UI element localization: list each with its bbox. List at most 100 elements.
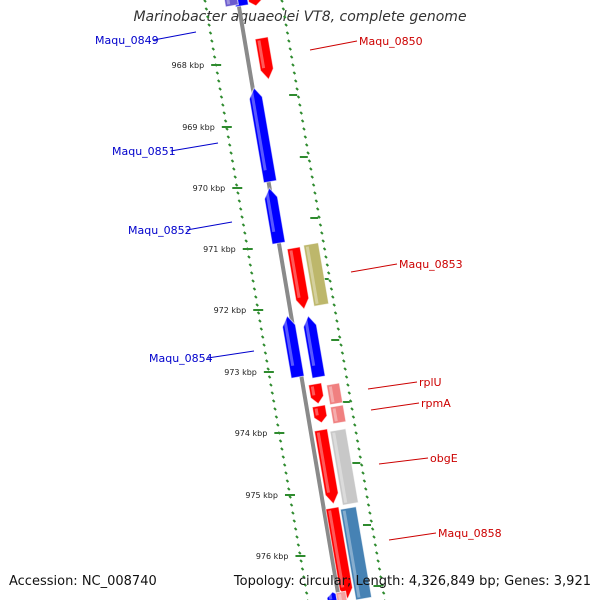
tick-dot-left (226, 135, 231, 139)
gene-labels: Maqu_0849 Maqu_0851 Maqu_0852 Maqu_0854 Maqu… (95, 31, 502, 541)
tick-dot-right (320, 231, 324, 235)
tick-dot-left (241, 223, 246, 227)
cog-block-bottom (335, 590, 349, 600)
tick-dot-left (221, 103, 225, 107)
cog-block-maqu-0858 (339, 506, 373, 600)
tick-dot-right (310, 175, 314, 179)
tick-dot-left (237, 199, 242, 203)
gene-label-forward[interactable]: Maqu_0858 (438, 527, 502, 540)
tick-label: 969 kbp (182, 123, 215, 132)
cog-block-rplu (325, 382, 344, 406)
gene-arrow-top[interactable] (246, 0, 263, 7)
tick-dot-left (273, 407, 277, 411)
tick-labels: 968 kbp 969 kbp 970 kbp 971 kbp 972 kbp 973 k… (172, 61, 289, 561)
tick-dot-left (282, 463, 287, 467)
tick-dot-left (285, 479, 290, 483)
tick-dot-right (298, 103, 302, 107)
tick-dot-left (212, 55, 217, 59)
gene-label-forward[interactable]: obgE (430, 452, 458, 465)
gene-label-reverse[interactable]: Maqu_0849 (95, 34, 159, 47)
gene-arrow-maqu-0852[interactable] (263, 187, 286, 245)
tick-dot-left (230, 159, 235, 163)
label-leader-line (153, 31, 197, 41)
tick-dot-left (267, 375, 272, 379)
gene-arrow-maqu-0854b[interactable] (302, 315, 326, 379)
tick-dot-right (317, 215, 321, 219)
label-leader-line (378, 457, 429, 465)
tick-dot-right (380, 583, 384, 587)
tick-dot-left (240, 215, 244, 219)
tick-dot-left (247, 255, 251, 259)
tick-dot-left (255, 303, 259, 307)
label-leader-line (370, 402, 420, 411)
tick-dot-right (359, 463, 364, 467)
tick-dot-right (331, 295, 335, 299)
tick-dot-right (281, 7, 286, 11)
tick-dot-left (288, 495, 292, 499)
cog-block-maqu-0853 (302, 242, 330, 307)
tick-dot-right (315, 207, 320, 211)
cog-features (222, 0, 373, 600)
tick-label: 973 kbp (224, 368, 257, 377)
tick-dot-left (229, 151, 233, 155)
gene-arrow-rplu[interactable] (307, 382, 325, 405)
gene-label-forward[interactable]: Maqu_0850 (359, 35, 423, 48)
tick-dot-left (300, 567, 305, 571)
tick-dot-left (249, 271, 254, 275)
tick-dot-right (366, 503, 371, 507)
tick-dot-right (329, 287, 334, 291)
tick-dot-left (234, 183, 239, 187)
gene-arrow-maqu-0853[interactable] (286, 246, 310, 311)
tick-dot-right (350, 407, 354, 411)
tick-dot-left (299, 559, 303, 563)
tick-dot-right (324, 255, 328, 259)
gene-arrow-maqu-0858[interactable] (325, 506, 354, 600)
tick-label: 974 kbp (235, 429, 268, 438)
tick-dot-right (364, 487, 368, 491)
tick-label: 976 kbp (256, 552, 289, 561)
tick-dot-right (302, 127, 306, 131)
gene-label-forward[interactable]: Maqu_0853 (399, 258, 463, 271)
tick-dot-left (208, 31, 213, 35)
gene-label-forward[interactable]: rpmA (421, 397, 451, 410)
tick-dot-right (311, 183, 316, 187)
tick-dot-right (307, 159, 312, 163)
tick-dot-right (354, 431, 358, 435)
tick-dot-right (376, 559, 380, 563)
cog-block-obge (329, 428, 359, 506)
tick-dot-left (228, 143, 232, 147)
tick-dot-right (299, 111, 303, 115)
tick-dot-right (314, 199, 319, 203)
gene-arrow-rpma[interactable] (311, 404, 328, 424)
tick-dot-right (355, 439, 360, 443)
tick-dot-left (254, 295, 258, 299)
tick-dot-right (343, 367, 347, 371)
gene-label-reverse[interactable]: Maqu_0854 (149, 352, 213, 365)
tick-dot-right (292, 71, 297, 75)
cog-block-rpma (329, 404, 347, 425)
tick-dot-right (318, 223, 323, 227)
gene-label-reverse[interactable]: Maqu_0851 (112, 145, 176, 158)
tick-dot-left (281, 455, 285, 459)
tick-dot-right (362, 479, 367, 483)
label-leader-line (207, 350, 255, 359)
tick-dot-right (353, 423, 357, 427)
gene-label-reverse[interactable]: Maqu_0852 (128, 224, 192, 237)
tick-dot-left (303, 583, 307, 587)
gene-arrow-maqu-0854a[interactable] (281, 315, 305, 379)
gene-arrow-maqu-0850[interactable] (254, 36, 275, 81)
tick-dot-right (342, 359, 346, 363)
tick-dot-right (377, 567, 382, 571)
gene-arrow-obge[interactable] (313, 428, 340, 505)
tick-dot-left (218, 87, 222, 91)
tick-dot-right (300, 119, 305, 123)
gene-arrow-maqu-0851[interactable] (248, 87, 278, 184)
tick-dot-left (295, 535, 299, 539)
tick-dot-left (251, 279, 255, 283)
tick-dot-right (369, 519, 373, 523)
tick-dot-left (243, 231, 247, 235)
gene-label-forward[interactable]: rplU (419, 376, 442, 389)
tick-dot-right (284, 23, 288, 27)
tick-dot-right (325, 263, 330, 267)
tick-dot-left (259, 327, 264, 331)
